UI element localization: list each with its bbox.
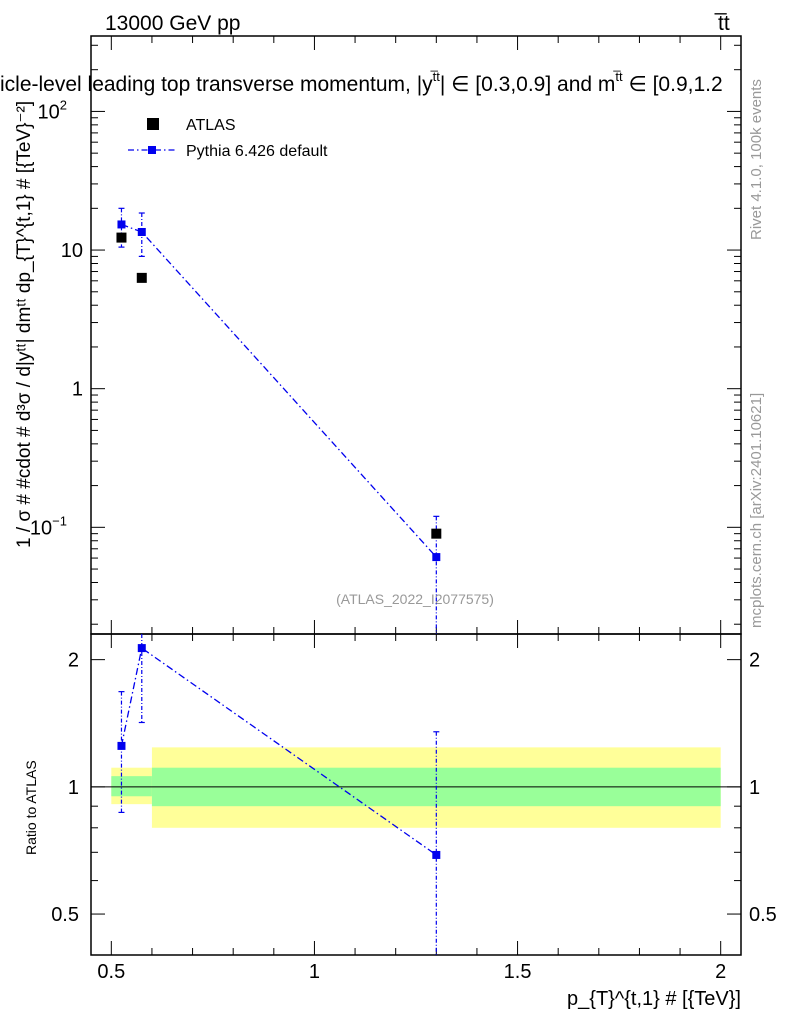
main-y-tick-label: 10 xyxy=(61,240,83,262)
analysis-watermark: (ATLAS_2022_I2077575) xyxy=(336,591,494,607)
header-energy-label: 13000 GeV pp xyxy=(105,12,240,35)
ratio-y-tick-label: 0.5 xyxy=(51,904,79,926)
plot-title-start: icle-level leading top transverse moment… xyxy=(0,73,433,96)
main-y-tick-base: 10 xyxy=(30,517,52,539)
legend-mc-label: Pythia 6.426 default xyxy=(186,143,328,160)
ratio-y-tick-label: 2 xyxy=(68,650,79,672)
x-tick-label: 1.5 xyxy=(504,961,532,983)
plot-title-tail: ∈ [0.9,1.2 xyxy=(623,73,723,96)
main-y-axis-label: 1 / σ # #cdot # d³σ / d|yᵗᵗ| dmᵗᵗ dp_{T}… xyxy=(14,101,35,548)
mcplots-reference-label: mcplots.cern.ch [arXiv:2401.10621] xyxy=(748,393,765,628)
x-tick-label: 2 xyxy=(715,961,726,983)
ratio-mc-point xyxy=(137,644,146,653)
ratio-y-axis-label: Ratio to ATLAS xyxy=(23,760,39,855)
ratio-mc-line xyxy=(120,646,437,856)
legend-atlas-marker xyxy=(147,118,159,130)
x-axis-label: p_{T}^{t,1} # [{TeV}] xyxy=(567,988,741,1010)
ratio-series-layer xyxy=(117,634,441,955)
main-y-tick-exponent: 2 xyxy=(60,97,67,112)
mc-data-point xyxy=(117,220,126,229)
main-y-tick-label: 10−1 xyxy=(30,513,67,539)
ratio-y-tick-label-right: 2 xyxy=(749,650,760,672)
main-y-tick-base: 1 xyxy=(72,379,83,401)
x-tick-label: 0.5 xyxy=(97,961,125,983)
mc-data-point xyxy=(432,553,441,562)
ratio-y-tick-label-right: 0.5 xyxy=(749,904,777,926)
uncertainty-bands xyxy=(111,747,721,828)
rivet-version-label: Rivet 4.1.0, 100k events xyxy=(748,79,765,240)
mc-series-line xyxy=(121,223,437,558)
plot-title-tt: t̅t xyxy=(430,69,440,84)
ratio-band-inner xyxy=(111,776,152,797)
main-y-tick-exponent: −1 xyxy=(52,513,67,528)
ratio-plot-frame xyxy=(90,633,742,956)
plot-title-tt2: t̅t xyxy=(613,69,623,84)
main-y-tick-label: 102 xyxy=(38,97,67,123)
main-series-layer xyxy=(116,207,442,634)
x-tick-label: 1 xyxy=(309,961,320,983)
legend: ATLAS Pythia 6.426 default xyxy=(128,117,328,160)
atlas-data-point xyxy=(431,528,442,539)
atlas-data-point xyxy=(116,232,127,243)
ratio-mc-point xyxy=(117,741,126,750)
main-y-tick-base: 10 xyxy=(38,101,60,123)
ratio-y-tick-label: 1 xyxy=(68,777,79,799)
main-y-tick-base: 10 xyxy=(61,240,83,262)
plot-title: icle-level leading top transverse moment… xyxy=(0,69,723,96)
mc-data-point xyxy=(137,227,146,236)
plot-title-mid: | ∈ [0.3,0.9] and m xyxy=(440,73,616,96)
header-process-label: t̅t xyxy=(714,12,730,35)
legend-mc-marker xyxy=(148,146,156,154)
legend-atlas-label: ATLAS xyxy=(186,117,236,134)
ratio-mc-point xyxy=(432,850,441,859)
atlas-data-point xyxy=(136,272,147,283)
ratio-y-tick-label-right: 1 xyxy=(749,777,760,799)
main-y-tick-label: 1 xyxy=(72,379,83,401)
